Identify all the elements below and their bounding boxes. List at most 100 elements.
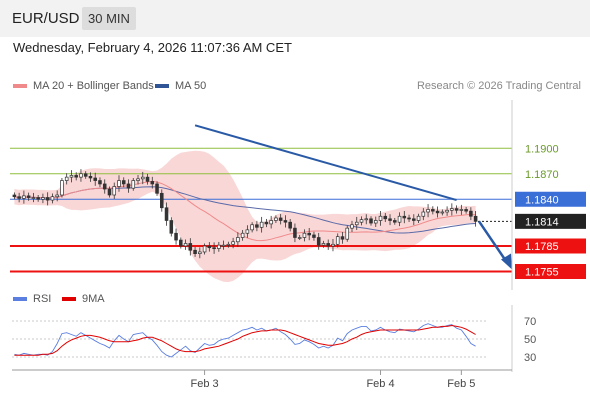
candle bbox=[412, 214, 416, 226]
candle-body bbox=[331, 243, 335, 247]
candle-body bbox=[55, 194, 59, 198]
candle bbox=[183, 239, 188, 250]
candle bbox=[326, 239, 330, 250]
candle-body bbox=[36, 197, 40, 200]
candle bbox=[188, 238, 193, 256]
candle bbox=[307, 227, 311, 241]
candle-body bbox=[435, 210, 440, 214]
candle-body bbox=[107, 188, 112, 196]
candle-body bbox=[188, 243, 193, 251]
candle bbox=[245, 225, 250, 238]
candle bbox=[112, 182, 117, 199]
candle bbox=[364, 214, 369, 225]
candle-body bbox=[288, 221, 292, 229]
candle bbox=[198, 247, 202, 259]
ma20-swatch-icon bbox=[13, 84, 27, 88]
candle bbox=[312, 231, 316, 241]
candle-body bbox=[440, 211, 445, 214]
candle bbox=[354, 216, 359, 231]
candle-body bbox=[469, 210, 473, 217]
candle bbox=[431, 206, 435, 215]
candle bbox=[240, 230, 245, 241]
candle bbox=[36, 195, 40, 202]
timeframe-button[interactable]: 30 MIN bbox=[82, 7, 136, 30]
candle bbox=[169, 217, 174, 237]
candle-body bbox=[83, 173, 88, 177]
candle bbox=[55, 190, 59, 202]
ma20-line bbox=[14, 180, 476, 242]
candle bbox=[12, 192, 17, 200]
candle bbox=[264, 218, 269, 228]
candle-body bbox=[473, 215, 478, 222]
candle-body bbox=[98, 180, 102, 185]
candle-body bbox=[259, 221, 264, 228]
candle-body bbox=[278, 217, 283, 221]
candle bbox=[454, 205, 459, 214]
candle-body bbox=[131, 180, 136, 189]
candle-body bbox=[426, 209, 430, 213]
candle bbox=[316, 232, 321, 250]
candle bbox=[17, 192, 21, 203]
candle-body bbox=[326, 243, 330, 247]
candle-body bbox=[164, 207, 169, 221]
candle bbox=[69, 170, 74, 183]
candle bbox=[31, 192, 36, 203]
candle bbox=[440, 209, 445, 216]
candle bbox=[378, 210, 383, 226]
candle bbox=[421, 208, 426, 221]
level-label-1.1755: 1.1755 bbox=[525, 267, 559, 279]
candle-body bbox=[212, 247, 216, 250]
legend-rsi-label: RSI bbox=[33, 293, 52, 305]
level-badge-1.1840 bbox=[515, 191, 586, 207]
level-label-1.1870: 1.1870 bbox=[525, 169, 559, 181]
candle-body bbox=[340, 236, 345, 240]
candle bbox=[345, 225, 350, 242]
candle bbox=[193, 247, 197, 257]
candle-body bbox=[64, 176, 69, 181]
candle bbox=[269, 215, 273, 229]
candle-body bbox=[217, 244, 221, 249]
rsi-tick-50: 50 bbox=[524, 334, 536, 346]
candle bbox=[155, 181, 159, 196]
candle-body bbox=[283, 220, 288, 223]
candle-body bbox=[202, 245, 207, 253]
candle bbox=[259, 216, 264, 233]
candle-body bbox=[450, 208, 454, 211]
copyright: Research © 2026 Trading Central bbox=[416, 80, 581, 92]
level-label-1.1840: 1.1840 bbox=[525, 194, 559, 206]
candle bbox=[174, 228, 178, 245]
candle-body bbox=[93, 177, 97, 181]
candle bbox=[321, 240, 326, 248]
candle-body bbox=[369, 218, 373, 224]
candle bbox=[202, 243, 207, 255]
candle bbox=[278, 214, 283, 225]
candle-body bbox=[274, 217, 278, 221]
datetime-label: Wednesday, February 4, 2026 11:07:36 AM … bbox=[13, 40, 292, 55]
candle bbox=[464, 206, 468, 214]
candle-body bbox=[12, 194, 17, 198]
candle-body bbox=[302, 232, 307, 238]
candle-body bbox=[112, 186, 117, 196]
candle bbox=[416, 213, 421, 224]
candle bbox=[22, 190, 26, 204]
candle bbox=[140, 171, 145, 185]
candle-body bbox=[69, 175, 74, 178]
candle bbox=[217, 241, 221, 252]
candle-body bbox=[412, 218, 416, 221]
candle bbox=[160, 189, 164, 212]
candle-body bbox=[140, 176, 145, 180]
candle-body bbox=[160, 192, 164, 209]
candle-body bbox=[117, 180, 121, 187]
candle-body bbox=[155, 183, 159, 194]
candle bbox=[293, 223, 297, 243]
candle-body bbox=[17, 196, 21, 199]
candle-body bbox=[312, 234, 316, 238]
candle bbox=[41, 193, 45, 204]
legend-rsi-ma-label: 9MA bbox=[82, 293, 105, 305]
candle-body bbox=[335, 236, 340, 245]
candle bbox=[88, 172, 93, 182]
candle-body bbox=[226, 243, 231, 246]
candle bbox=[283, 215, 288, 228]
candle-body bbox=[150, 181, 155, 185]
level-badge-1.1785 bbox=[515, 238, 586, 254]
